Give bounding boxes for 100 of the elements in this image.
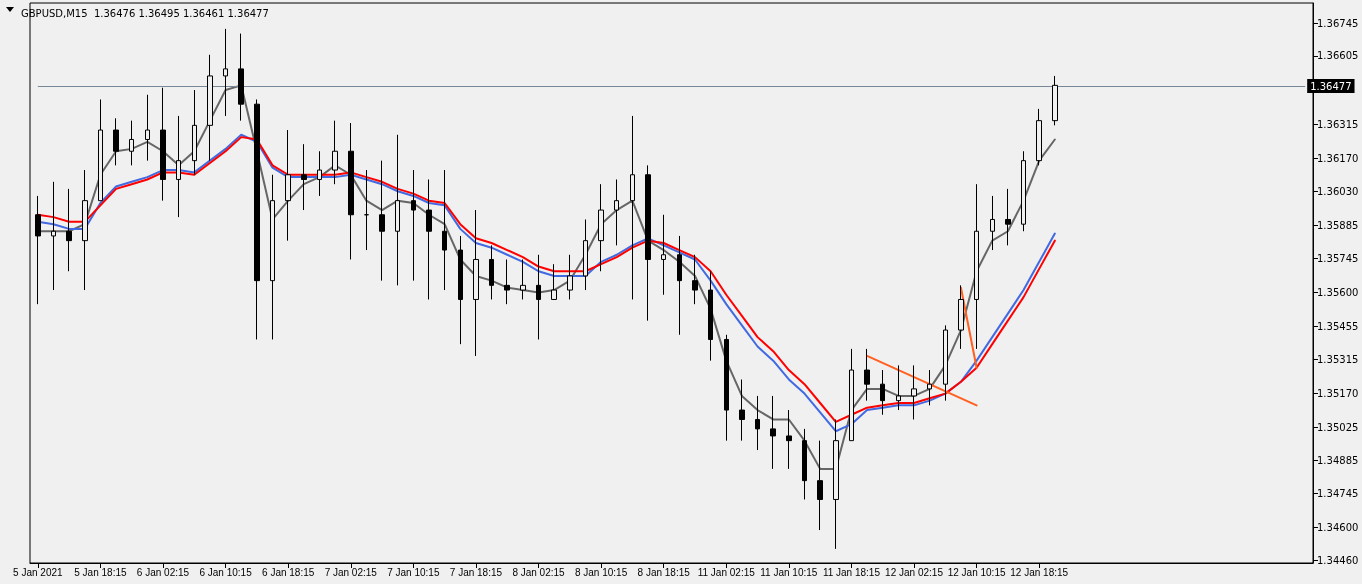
candlestick	[192, 89, 197, 176]
candlestick	[1036, 108, 1042, 166]
candlestick	[645, 164, 651, 322]
chart-title: GBPUSD,M15 1.36476 1.36495 1.36461 1.36477	[21, 7, 269, 19]
candlestick	[285, 129, 291, 242]
candlestick	[129, 120, 134, 166]
candlestick	[849, 348, 854, 442]
candlestick	[270, 174, 275, 340]
x-tick-label: 12 Jan 18:15	[1010, 566, 1069, 578]
candlestick	[332, 120, 338, 185]
y-tick-label: 1.34745	[1317, 488, 1359, 500]
candlestick	[896, 364, 901, 411]
y-tick-label: 1.34600	[1317, 522, 1359, 534]
x-tick-label: 8 Jan 02:15	[512, 566, 566, 578]
candlestick	[238, 33, 244, 122]
candlestick	[395, 134, 400, 286]
candlestick	[802, 428, 807, 500]
candlestick	[630, 115, 635, 300]
y-tick-label: 1.36030	[1317, 185, 1359, 197]
y-tick-label: 1.36315	[1317, 118, 1359, 130]
candlestick	[1005, 188, 1011, 246]
candlestick	[661, 214, 666, 296]
candlestick	[990, 195, 995, 251]
y-tick-label: 1.35025	[1317, 422, 1359, 434]
y-tick-label: 1.34460	[1317, 555, 1359, 567]
candlestick	[379, 160, 385, 282]
candlestick	[958, 284, 964, 350]
candlestick	[677, 235, 682, 336]
candlestick	[458, 235, 463, 345]
candlestick	[567, 254, 573, 300]
x-tick-label: 11 Jan 10:15	[760, 566, 818, 578]
candlestick	[911, 364, 917, 420]
candlestick	[160, 87, 166, 202]
candlestick	[254, 98, 260, 340]
ref-line-label: 1.36477	[1310, 80, 1352, 92]
candlestick	[1021, 150, 1026, 232]
y-tick-label: 1.35315	[1317, 353, 1359, 365]
candlestick	[943, 324, 948, 402]
candlestick	[348, 122, 354, 260]
candlestick	[301, 143, 307, 211]
candlestick	[817, 440, 823, 531]
y-tick-label: 1.35455	[1317, 321, 1359, 333]
y-tick-label: 1.35170	[1317, 388, 1359, 400]
candlestick	[145, 94, 150, 162]
candlestick	[504, 258, 510, 305]
candlestick	[770, 395, 776, 470]
candlestick	[207, 54, 213, 162]
candlestick	[833, 418, 839, 550]
candlestick	[880, 369, 885, 416]
y-tick-label: 1.35885	[1317, 219, 1359, 231]
candlestick	[927, 369, 932, 406]
x-tick-label: 7 Jan 18:15	[449, 566, 503, 578]
candlestick	[614, 178, 619, 246]
candlestick	[442, 169, 447, 291]
candlestick	[786, 409, 792, 470]
y-tick-label: 1.36605	[1317, 50, 1359, 62]
candlestick	[536, 254, 541, 340]
candlestick	[82, 169, 88, 291]
candlestick	[739, 378, 745, 442]
y-tick-label: 1.34885	[1317, 455, 1359, 467]
y-tick-label: 1.35600	[1317, 286, 1359, 298]
candlestick	[551, 263, 557, 300]
x-tick-label: 7 Jan 10:15	[387, 566, 440, 578]
candlestick	[66, 188, 72, 272]
candlestick	[724, 334, 729, 442]
candlestick	[974, 183, 979, 350]
candlestick	[708, 270, 713, 362]
candlestick	[51, 181, 56, 291]
candlestick	[692, 254, 698, 305]
candlestick	[317, 150, 322, 197]
candlestick	[489, 244, 494, 300]
candlestick	[98, 98, 103, 202]
x-tick-label: 5 Jan 18:15	[74, 566, 127, 578]
candlestick	[426, 178, 432, 300]
candlestick	[755, 395, 760, 451]
x-tick-label: 12 Jan 10:15	[947, 566, 1006, 578]
y-tick-label: 1.35745	[1317, 252, 1359, 264]
candlestick	[583, 218, 588, 291]
x-tick-label: 8 Jan 18:15	[637, 566, 691, 578]
x-tick-label: 7 Jan 02:15	[324, 566, 378, 578]
x-tick-label: 11 Jan 02:15	[697, 566, 756, 578]
candlestick	[35, 195, 41, 305]
candlestick	[520, 258, 526, 300]
x-tick-label: 11 Jan 18:15	[822, 566, 881, 578]
y-tick-label: 1.36745	[1317, 17, 1359, 29]
x-tick-label: 12 Jan 02:15	[885, 566, 944, 578]
x-tick-label: 6 Jan 02:15	[136, 566, 190, 578]
x-tick-label: 8 Jan 10:15	[574, 566, 628, 578]
candlestick	[473, 209, 479, 357]
x-tick-label: 5 Jan 2021	[13, 566, 63, 578]
candlestick	[598, 183, 604, 272]
candlestick	[176, 115, 181, 218]
candlestick	[411, 169, 416, 282]
candlestick	[113, 117, 119, 166]
x-tick-label: 6 Jan 18:15	[262, 566, 315, 578]
candlestick	[1052, 75, 1058, 126]
y-tick-label: 1.36170	[1317, 152, 1359, 164]
candlestick	[364, 169, 369, 251]
x-tick-label: 6 Jan 10:15	[199, 566, 253, 578]
candlestick	[223, 28, 228, 117]
